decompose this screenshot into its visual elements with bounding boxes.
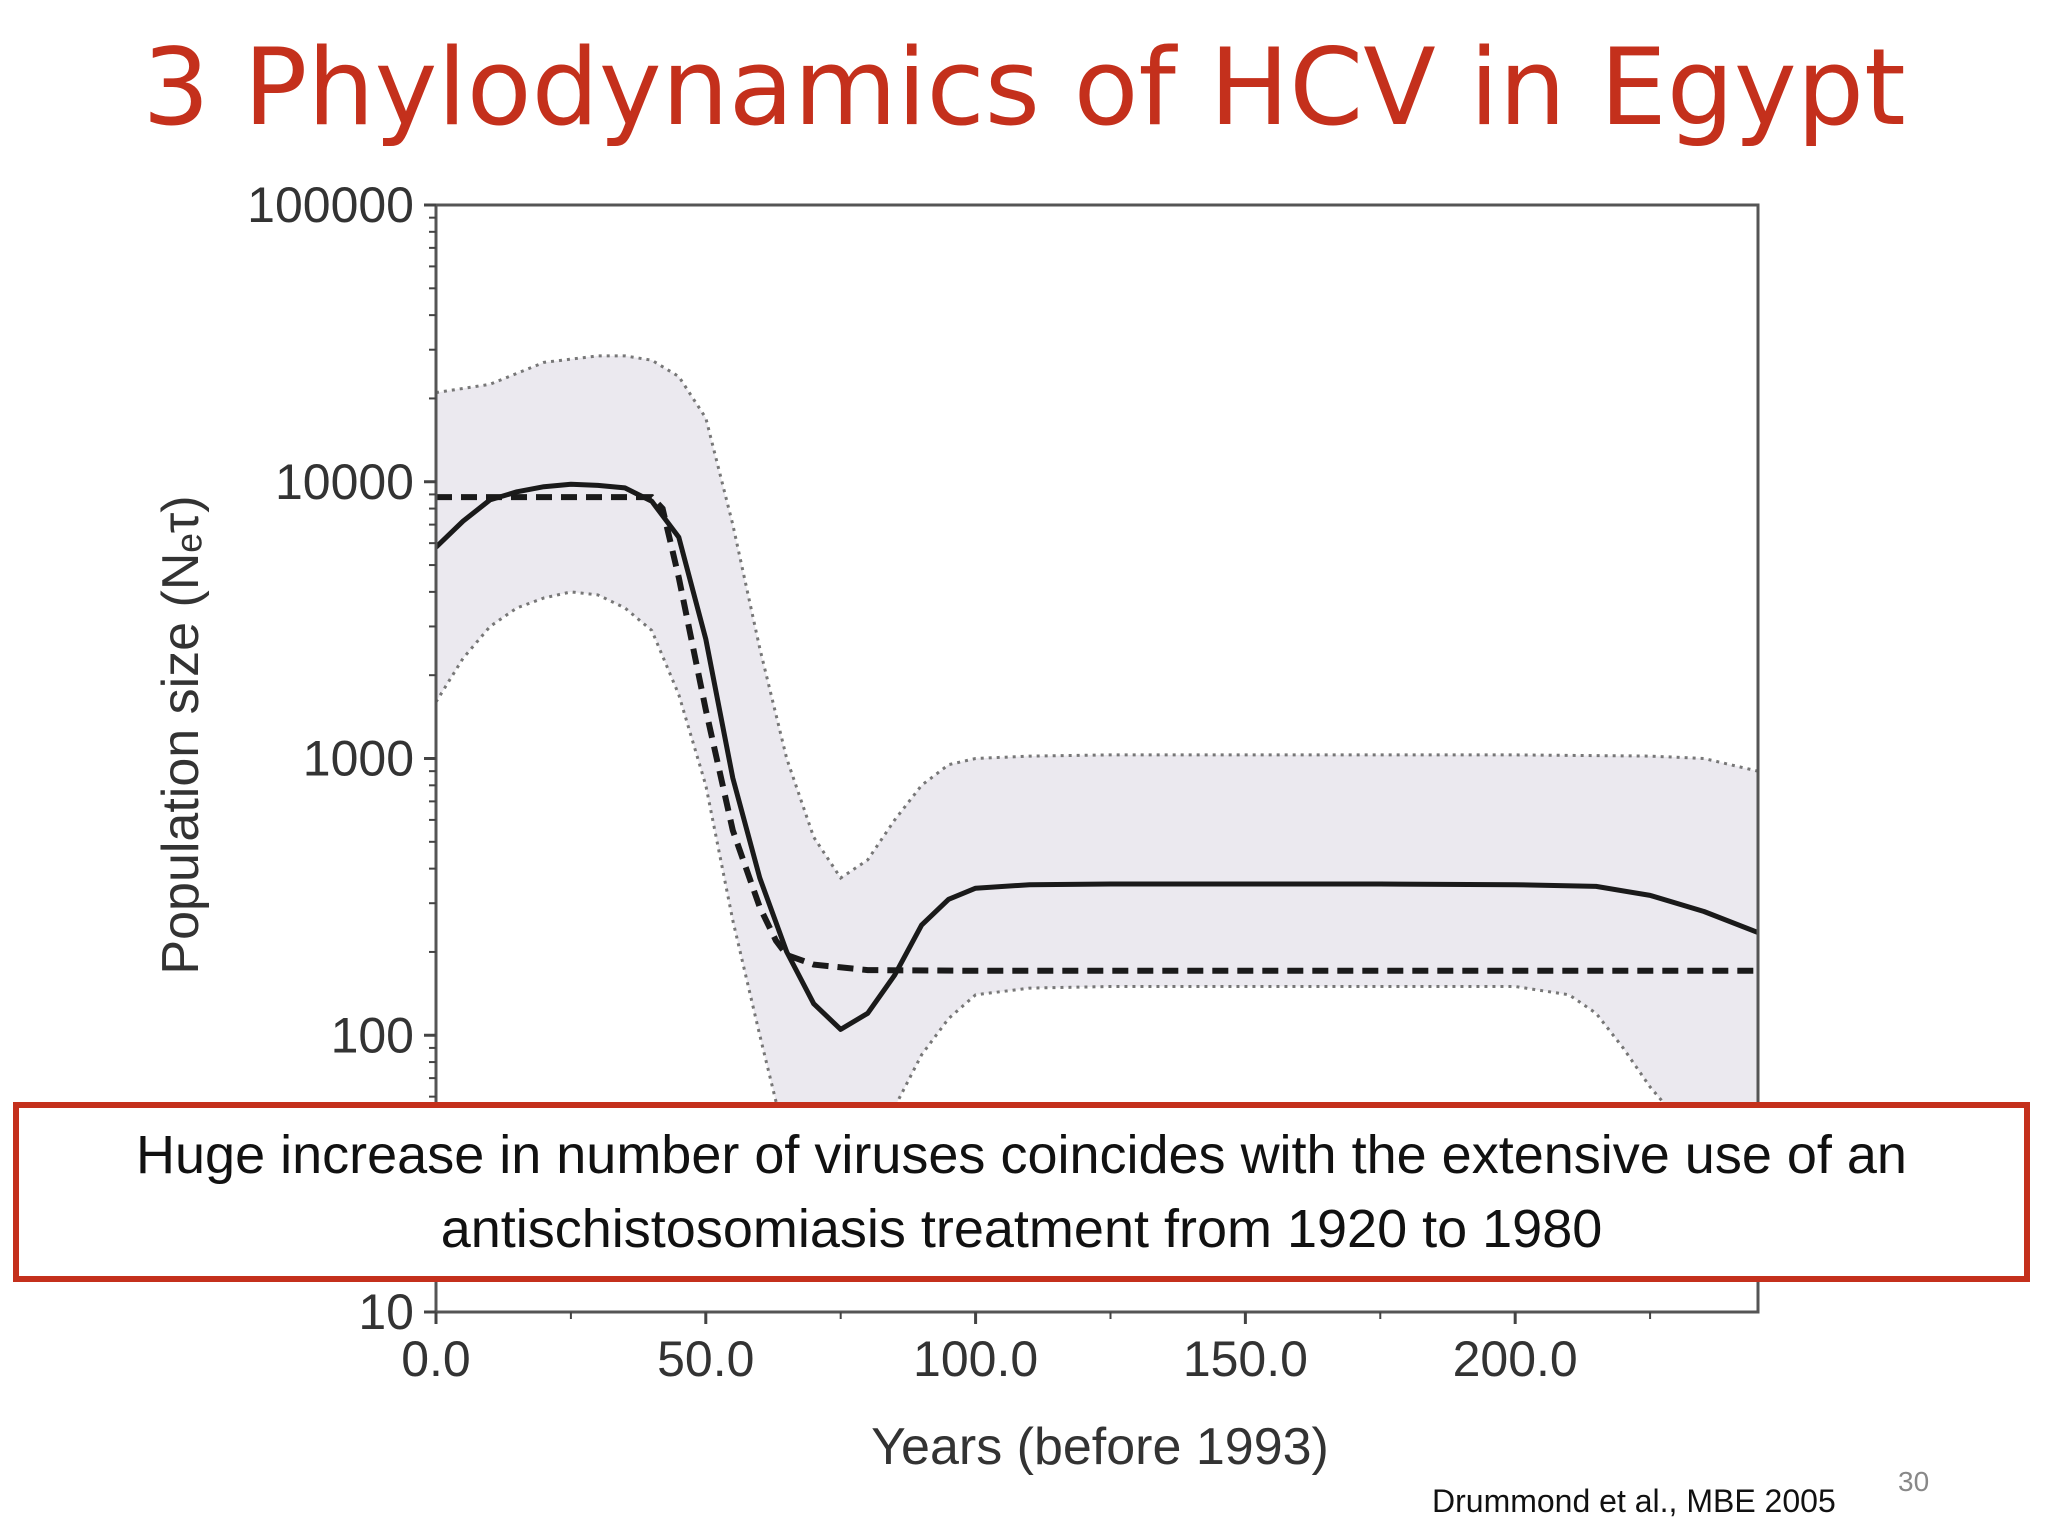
x-tick-label: 100.0 (913, 1331, 1038, 1387)
x-tick-label: 150.0 (1183, 1331, 1308, 1387)
callout-box: Huge increase in number of viruses coinc… (13, 1102, 2030, 1282)
upper-hpd-line (436, 354, 1758, 881)
y-axis: 10 100 1000 10000 100000 (247, 177, 436, 1340)
confidence-band (436, 355, 1758, 1202)
median-line (436, 481, 1758, 1032)
x-axis-title: Years (before 1993) (871, 1418, 1329, 1476)
callout-text: Huge increase in number of viruses coinc… (136, 1125, 1907, 1259)
hpd-band-area (436, 355, 1758, 1202)
x-tick-label: 0.0 (401, 1331, 471, 1387)
y-tick-label: 100 (331, 1007, 414, 1063)
y-tick-label: 1000 (303, 731, 414, 787)
page-number: 30 (1898, 1466, 1930, 1497)
y-tick-label: 100000 (247, 177, 414, 233)
citation: Drummond et al., MBE 2005 (1432, 1483, 1836, 1519)
x-axis: 0.0 50.0 100.0 150.0 200.0 (401, 1312, 1652, 1387)
y-axis-title: Population size (Nₑτ) (152, 495, 210, 974)
y-tick-label: 10 (358, 1284, 414, 1340)
x-tick-label: 50.0 (657, 1331, 754, 1387)
y-tick-label: 10000 (275, 454, 414, 510)
constant-model-line (436, 494, 1758, 974)
slide-title: 3 Phylodynamics of HCV in Egypt (142, 26, 1906, 149)
x-tick-label: 200.0 (1453, 1331, 1578, 1387)
